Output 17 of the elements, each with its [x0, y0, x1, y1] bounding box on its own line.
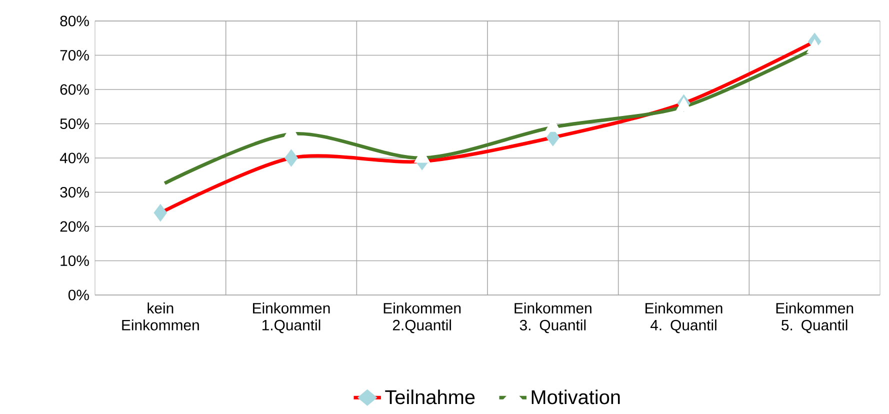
y-tick-label: 50% — [60, 118, 89, 130]
y-tick-label: 0% — [68, 290, 89, 300]
y-tick-label: 80% — [60, 16, 89, 26]
x-tick-label: Einkommen 1.Quantil — [253, 302, 330, 334]
x-tick-label: Einkommen 4. Quantil — [646, 302, 722, 334]
legend-label: Teilnahme — [385, 390, 475, 404]
x-tick-label: kein Einkommen — [122, 302, 199, 330]
y-tick-label: 30% — [60, 186, 89, 198]
y-tick-label: 10% — [60, 255, 89, 266]
y-tick-label: 20% — [60, 221, 89, 232]
x-tick-label: Einkommen 2.Quantil — [384, 302, 461, 334]
x-tick-label: Einkommen 3. Quantil — [514, 302, 592, 334]
x-tick-label: Einkommen 5. Quantil — [776, 302, 854, 334]
legend-label: Motivation — [532, 390, 620, 404]
y-tick-label: 40% — [60, 152, 89, 164]
y-tick-label: 60% — [60, 84, 89, 95]
y-tick-label: 70% — [60, 50, 89, 61]
